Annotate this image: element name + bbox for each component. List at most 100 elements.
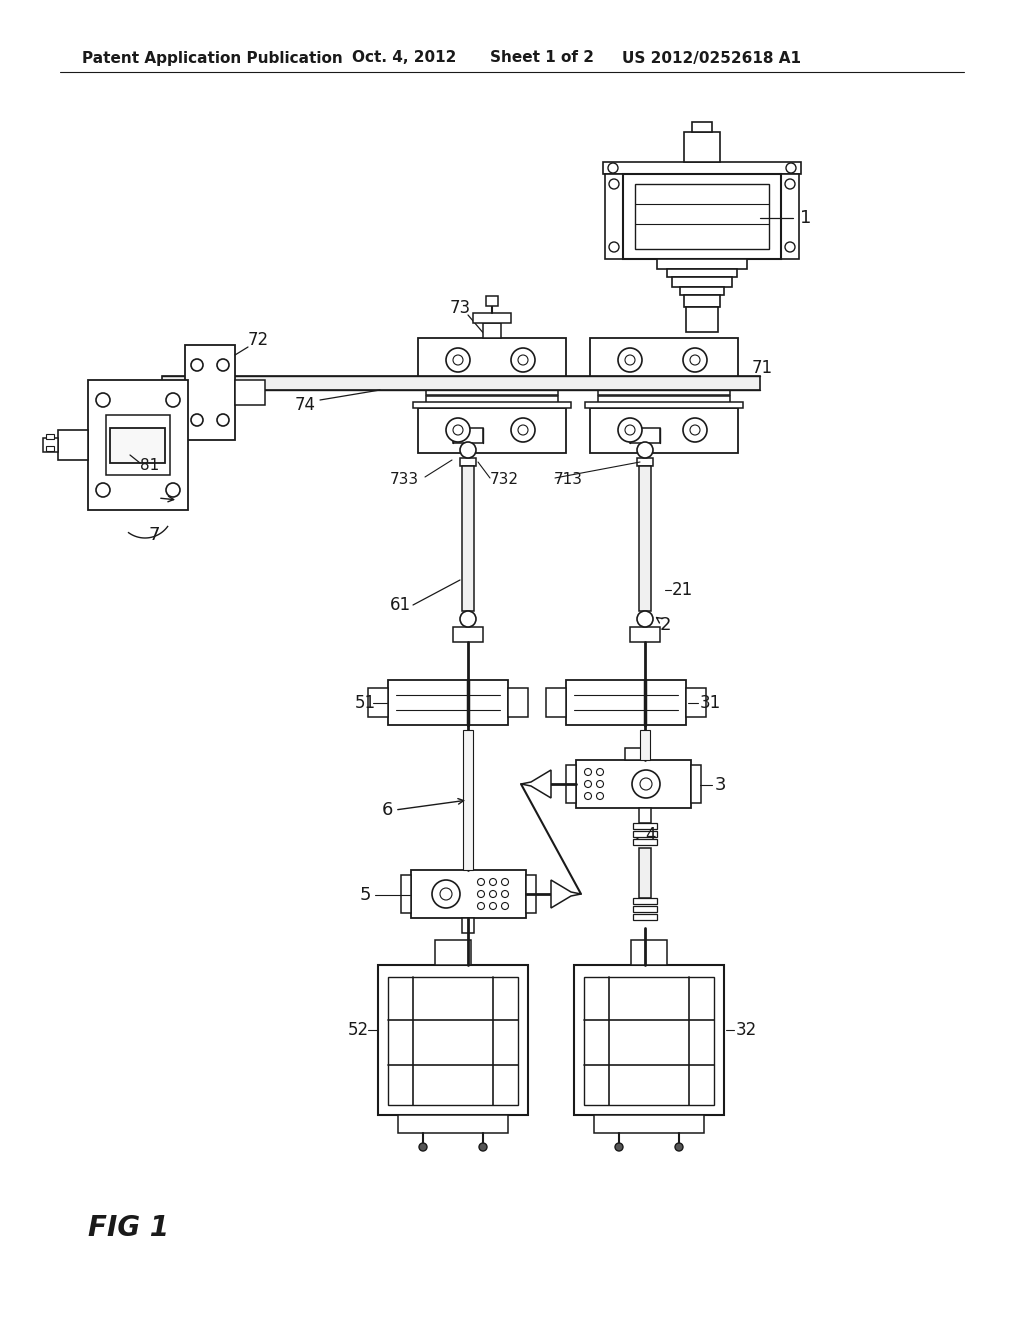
Bar bbox=[566, 766, 575, 803]
Text: Sheet 1 of 2: Sheet 1 of 2 bbox=[490, 50, 594, 66]
Text: 71: 71 bbox=[752, 359, 773, 378]
Bar bbox=[594, 1115, 705, 1133]
Circle shape bbox=[518, 355, 528, 366]
Circle shape bbox=[675, 1143, 683, 1151]
Circle shape bbox=[597, 792, 603, 800]
Bar bbox=[639, 808, 651, 822]
Bar bbox=[690, 323, 714, 326]
Bar bbox=[625, 748, 641, 760]
Text: 51: 51 bbox=[355, 694, 376, 711]
Circle shape bbox=[191, 359, 203, 371]
Circle shape bbox=[597, 780, 603, 788]
Bar bbox=[633, 898, 657, 904]
Circle shape bbox=[489, 903, 497, 909]
Bar bbox=[388, 680, 508, 725]
Bar bbox=[584, 977, 714, 1105]
Bar bbox=[378, 965, 528, 1115]
Circle shape bbox=[502, 891, 509, 898]
Bar bbox=[590, 408, 738, 453]
Circle shape bbox=[460, 611, 476, 627]
Circle shape bbox=[640, 777, 652, 789]
Circle shape bbox=[489, 879, 497, 886]
Bar bbox=[672, 277, 732, 286]
Circle shape bbox=[690, 425, 700, 436]
Circle shape bbox=[585, 792, 592, 800]
Bar bbox=[575, 760, 691, 808]
Bar bbox=[398, 1115, 508, 1133]
Circle shape bbox=[625, 425, 635, 436]
Bar bbox=[686, 688, 706, 717]
Bar bbox=[635, 183, 769, 249]
Bar bbox=[690, 327, 714, 330]
Bar bbox=[640, 730, 650, 760]
Bar bbox=[462, 466, 474, 611]
Bar bbox=[526, 875, 536, 913]
Bar bbox=[88, 380, 188, 510]
Bar bbox=[426, 396, 558, 408]
Bar bbox=[585, 403, 743, 408]
Circle shape bbox=[453, 425, 463, 436]
Circle shape bbox=[502, 879, 509, 886]
Bar bbox=[483, 323, 501, 338]
Bar bbox=[691, 766, 701, 803]
Text: 81: 81 bbox=[140, 458, 160, 473]
Circle shape bbox=[96, 483, 110, 498]
Bar bbox=[368, 688, 388, 717]
Bar bbox=[110, 428, 165, 463]
Text: 1: 1 bbox=[800, 209, 811, 227]
Circle shape bbox=[489, 891, 497, 898]
Circle shape bbox=[440, 888, 452, 900]
Bar bbox=[623, 174, 781, 259]
Bar bbox=[388, 977, 518, 1105]
Bar bbox=[680, 286, 724, 294]
Bar bbox=[508, 688, 528, 717]
Circle shape bbox=[477, 891, 484, 898]
Text: 6: 6 bbox=[382, 801, 393, 818]
Bar bbox=[684, 132, 720, 162]
Circle shape bbox=[166, 483, 180, 498]
Bar bbox=[684, 294, 720, 308]
Bar bbox=[435, 940, 471, 965]
Circle shape bbox=[217, 414, 229, 426]
Bar bbox=[603, 162, 801, 174]
Bar bbox=[590, 338, 738, 383]
Text: 732: 732 bbox=[490, 473, 519, 487]
Circle shape bbox=[191, 414, 203, 426]
Circle shape bbox=[618, 348, 642, 372]
Circle shape bbox=[632, 770, 660, 799]
Circle shape bbox=[608, 162, 618, 173]
Text: 5: 5 bbox=[360, 886, 372, 904]
Text: 52: 52 bbox=[348, 1020, 369, 1039]
Bar bbox=[426, 383, 558, 395]
Polygon shape bbox=[551, 880, 581, 908]
Circle shape bbox=[419, 1143, 427, 1151]
Text: US 2012/0252618 A1: US 2012/0252618 A1 bbox=[622, 50, 801, 66]
Bar bbox=[411, 870, 526, 917]
Bar bbox=[657, 259, 746, 269]
Circle shape bbox=[637, 611, 653, 627]
Circle shape bbox=[785, 242, 795, 252]
Bar bbox=[162, 376, 760, 389]
Bar bbox=[692, 121, 712, 132]
Bar bbox=[401, 875, 411, 913]
Bar bbox=[413, 383, 571, 389]
Bar bbox=[463, 730, 473, 870]
Circle shape bbox=[585, 780, 592, 788]
Bar bbox=[633, 840, 657, 845]
Bar bbox=[460, 458, 476, 466]
Bar bbox=[58, 430, 88, 459]
Bar bbox=[633, 822, 657, 829]
Circle shape bbox=[683, 348, 707, 372]
Circle shape bbox=[609, 180, 618, 189]
Bar bbox=[46, 446, 54, 451]
Circle shape bbox=[618, 418, 642, 442]
Text: 72: 72 bbox=[248, 331, 269, 348]
Bar bbox=[585, 383, 743, 389]
Bar bbox=[418, 408, 566, 453]
Circle shape bbox=[511, 348, 535, 372]
Circle shape bbox=[432, 880, 460, 908]
Bar bbox=[546, 688, 566, 717]
Text: Patent Application Publication: Patent Application Publication bbox=[82, 50, 343, 66]
Bar bbox=[473, 313, 511, 323]
Circle shape bbox=[217, 359, 229, 371]
